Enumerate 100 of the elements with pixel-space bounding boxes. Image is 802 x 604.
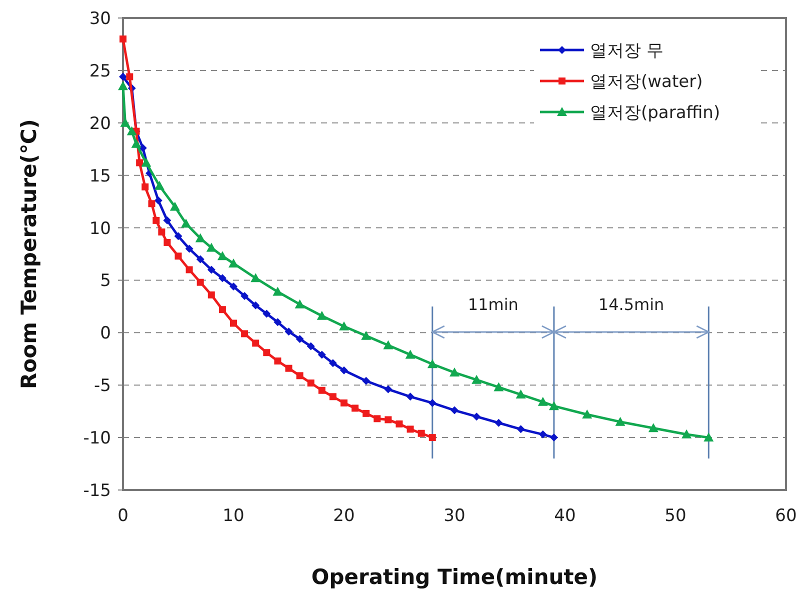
y-tick-label: -5 [94, 376, 111, 396]
point [704, 432, 714, 442]
point [682, 429, 692, 438]
point [318, 350, 326, 359]
point [120, 35, 126, 42]
point [329, 393, 336, 400]
point [196, 255, 204, 264]
point [274, 318, 282, 326]
point [136, 159, 144, 166]
x-tick-label: 20 [333, 506, 355, 526]
point [294, 299, 305, 308]
point [142, 183, 149, 190]
point [230, 282, 238, 291]
point [141, 158, 152, 167]
annotation: 14.5min [598, 295, 664, 314]
point [174, 232, 182, 240]
point [180, 218, 191, 228]
point [427, 359, 438, 368]
y-tick-label: 20 [89, 114, 111, 134]
point [306, 342, 315, 350]
point [158, 228, 166, 236]
legend-label: 열저장(paraffin) [590, 103, 720, 123]
y-tick-label: 0 [100, 324, 111, 344]
point [126, 73, 134, 80]
y-tick-label: 25 [89, 61, 111, 82]
point [582, 409, 592, 418]
x-tick-label: 50 [664, 506, 686, 526]
point [538, 396, 548, 406]
y-tick-label: 10 [89, 218, 111, 239]
point [250, 273, 261, 282]
point [615, 416, 626, 426]
point [384, 385, 392, 394]
point [170, 202, 180, 211]
point [174, 252, 182, 260]
point [284, 328, 293, 336]
point [384, 416, 392, 424]
x-tick-label: 10 [222, 506, 244, 526]
point [217, 251, 228, 260]
point [340, 366, 348, 374]
point [230, 320, 237, 327]
point [206, 242, 216, 252]
point [516, 390, 526, 399]
point [406, 426, 414, 433]
point [272, 286, 283, 296]
point [472, 374, 482, 384]
point [154, 180, 164, 190]
point [494, 418, 503, 427]
point [285, 364, 292, 372]
point [307, 380, 314, 387]
point [274, 357, 282, 364]
point [163, 216, 172, 224]
point [252, 340, 260, 347]
x-tick-label: 0 [118, 506, 128, 526]
point [406, 392, 414, 401]
point [538, 430, 547, 438]
point [339, 321, 349, 330]
x-tick-label: 40 [554, 506, 576, 526]
point [374, 415, 381, 422]
y-tick-label: 30 [89, 9, 111, 29]
y-axis-title: Room Temperature(℃) [17, 119, 41, 389]
point [241, 330, 248, 338]
point [296, 334, 304, 343]
x-axis-title: Operating Time(minute) [311, 565, 598, 589]
point [548, 401, 559, 410]
point [164, 238, 171, 246]
point [340, 399, 348, 406]
point [450, 406, 458, 414]
point [450, 368, 460, 377]
point [361, 330, 372, 340]
point [154, 196, 162, 205]
point [252, 301, 260, 310]
point [263, 349, 270, 356]
point [318, 386, 326, 394]
y-tick-label: 15 [89, 166, 111, 186]
point [396, 420, 403, 428]
point [228, 258, 238, 268]
point [296, 372, 304, 380]
point [262, 310, 271, 318]
point [316, 310, 327, 320]
point [362, 410, 370, 417]
point [185, 244, 194, 253]
point [126, 126, 137, 136]
legend-label: 열저장(water) [590, 72, 703, 92]
point [120, 118, 130, 127]
point [131, 138, 142, 148]
point [195, 233, 206, 242]
point [196, 278, 204, 286]
annotation: 11min [468, 295, 518, 314]
point [648, 423, 658, 432]
point [550, 434, 558, 442]
y-tick-label: -10 [83, 428, 111, 449]
point [494, 382, 504, 392]
point [516, 425, 525, 434]
point [148, 200, 156, 208]
point [118, 81, 128, 90]
x-tick-label: 30 [444, 506, 466, 526]
point [218, 306, 226, 314]
point [428, 434, 436, 442]
point [207, 266, 216, 274]
point [472, 412, 481, 421]
